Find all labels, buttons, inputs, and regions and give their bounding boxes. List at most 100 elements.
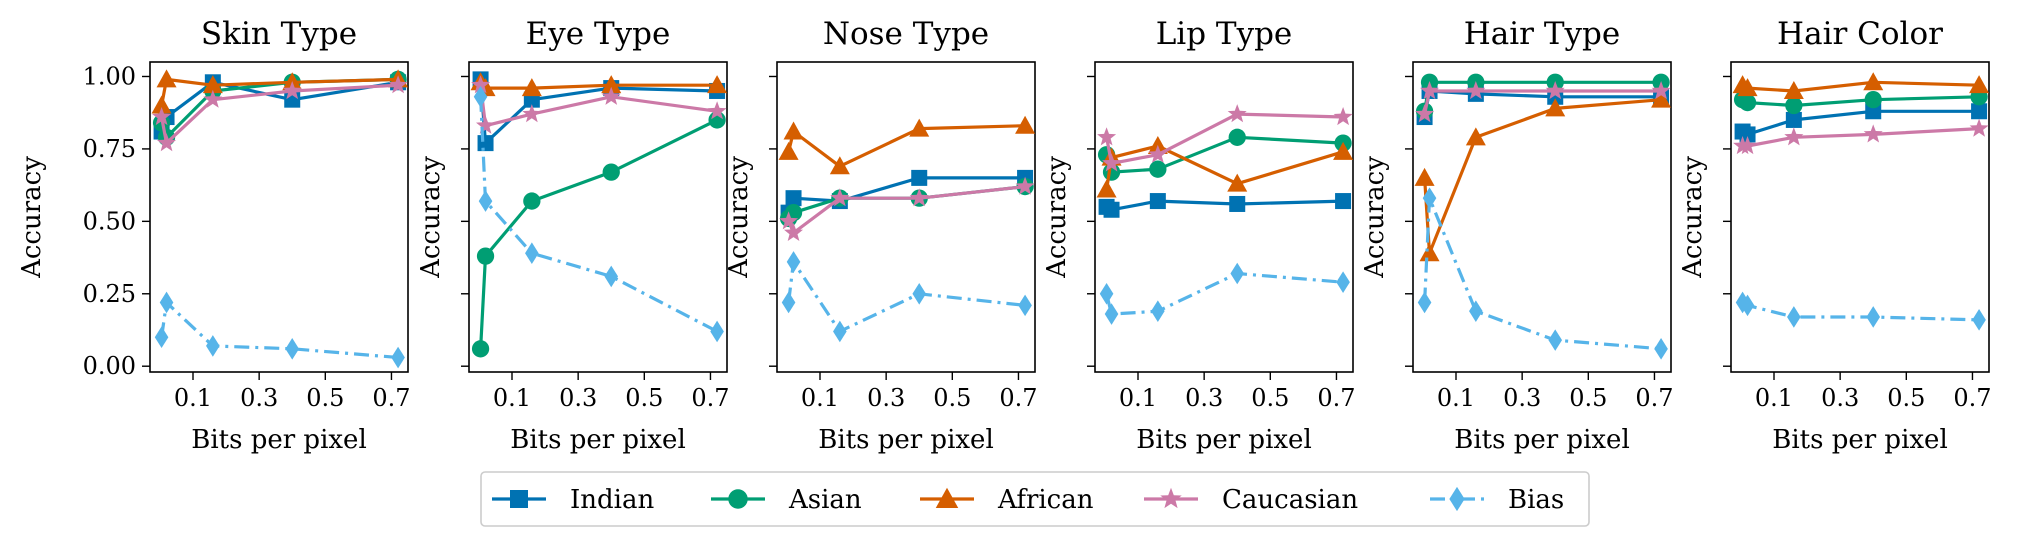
x-tick-label: 0.7 bbox=[691, 384, 729, 412]
x-tick-label: 0.1 bbox=[1755, 384, 1793, 412]
data-point bbox=[909, 188, 929, 207]
legend-label: Asian bbox=[788, 485, 862, 515]
data-point bbox=[1151, 300, 1165, 322]
data-point bbox=[1787, 306, 1801, 328]
data-point bbox=[783, 121, 804, 140]
data-point bbox=[522, 104, 542, 123]
x-tick-label: 0.3 bbox=[559, 384, 597, 412]
series-indian bbox=[1416, 82, 1670, 126]
legend-marker bbox=[935, 487, 959, 508]
data-point bbox=[1422, 187, 1437, 209]
data-point bbox=[778, 141, 799, 160]
data-point bbox=[1548, 329, 1563, 351]
data-point bbox=[1230, 262, 1245, 285]
legend-label: Bias bbox=[1508, 485, 1564, 515]
y-tick-label: 0.25 bbox=[83, 280, 136, 308]
data-point bbox=[602, 163, 620, 181]
series-line bbox=[1105, 271, 1344, 316]
series-african bbox=[1096, 136, 1354, 198]
x-tick-label: 0.3 bbox=[1503, 384, 1541, 412]
data-point bbox=[1739, 126, 1756, 143]
series-line bbox=[1741, 301, 1980, 322]
legend: Indian Asian African Caucasian Bias bbox=[480, 471, 1590, 527]
data-point bbox=[1417, 291, 1432, 314]
series-african bbox=[778, 115, 1036, 175]
data-point bbox=[786, 251, 801, 273]
x-tick-label: 0.7 bbox=[1953, 384, 1991, 412]
legend-label: Indian bbox=[570, 485, 654, 515]
series-line bbox=[787, 260, 1026, 333]
data-point bbox=[601, 86, 621, 105]
series-bias bbox=[154, 291, 405, 369]
series-asian bbox=[471, 111, 726, 358]
x-tick-label: 0.7 bbox=[1635, 384, 1673, 412]
y-tick-label: 0.00 bbox=[83, 352, 136, 380]
data-point bbox=[1785, 96, 1803, 115]
panel-title: Lip Type bbox=[1156, 16, 1293, 52]
data-point bbox=[1785, 111, 1802, 128]
data-point bbox=[1415, 104, 1435, 123]
series-indian bbox=[472, 71, 726, 152]
data-point bbox=[477, 135, 494, 152]
data-point bbox=[1783, 80, 1804, 99]
panel-skin-type: Skin Type 0.1 0.3 0.5 0.7 0.00 0.25 0.50 0.75 1.0… bbox=[17, 16, 411, 455]
series-line bbox=[479, 81, 718, 90]
data-point bbox=[152, 107, 172, 126]
data-point bbox=[1229, 195, 1246, 212]
data-point bbox=[476, 115, 495, 134]
data-point bbox=[1018, 294, 1032, 317]
y-axis-label: Accuracy bbox=[724, 156, 754, 279]
data-point bbox=[1738, 93, 1757, 112]
data-point bbox=[1333, 141, 1354, 160]
data-point bbox=[1863, 72, 1884, 91]
axes-frame bbox=[1412, 61, 1672, 373]
series-line bbox=[1105, 112, 1344, 165]
y-axis-label: Accuracy bbox=[17, 156, 47, 279]
data-point bbox=[1969, 118, 1989, 137]
panels: Skin Type 0.1 0.3 0.5 0.7 0.00 0.25 0.50 0.75 1.0… bbox=[17, 16, 1992, 455]
x-tick-label: 0.1 bbox=[1119, 384, 1157, 412]
data-point bbox=[206, 335, 220, 357]
data-point bbox=[1651, 89, 1672, 108]
data-point bbox=[156, 69, 177, 88]
series-line bbox=[1105, 135, 1344, 174]
axes-frame bbox=[468, 61, 728, 373]
series-line bbox=[1741, 80, 1980, 93]
series-bias bbox=[1099, 262, 1350, 325]
x-axis-label: Bits per pixel bbox=[510, 425, 686, 455]
data-point bbox=[1469, 300, 1483, 322]
series-line bbox=[1105, 144, 1344, 190]
data-point bbox=[710, 320, 724, 343]
series-line bbox=[787, 124, 1026, 168]
x-axis-label: Bits per pixel bbox=[191, 425, 367, 455]
data-point bbox=[1864, 91, 1882, 109]
series-asian bbox=[779, 177, 1034, 228]
data-point bbox=[707, 101, 727, 120]
panel-title: Skin Type bbox=[201, 16, 357, 52]
series-line bbox=[1742, 127, 1980, 148]
series-indian bbox=[1734, 103, 1988, 143]
x-tick-label: 0.7 bbox=[372, 384, 410, 412]
legend-marker bbox=[728, 489, 748, 509]
x-axis-label: Bits per pixel bbox=[1454, 425, 1630, 455]
data-point bbox=[471, 340, 490, 358]
data-point bbox=[1015, 176, 1035, 195]
data-point bbox=[391, 346, 405, 369]
x-tick-label: 0.3 bbox=[867, 384, 905, 412]
x-tick-label: 0.5 bbox=[625, 384, 663, 412]
series-bias bbox=[1417, 187, 1668, 360]
data-point bbox=[1737, 78, 1758, 97]
data-point bbox=[1866, 306, 1881, 328]
axes-frame bbox=[1730, 61, 1990, 373]
x-axis-label: Bits per pixel bbox=[1136, 425, 1312, 455]
y-axis-label: Accuracy bbox=[1042, 156, 1072, 279]
x-tick-label: 0.3 bbox=[240, 384, 278, 412]
data-point bbox=[1740, 294, 1755, 317]
legend-entry-indian: Indian bbox=[492, 485, 654, 515]
series-caucasian bbox=[1097, 104, 1353, 172]
data-point bbox=[1465, 127, 1486, 146]
data-point bbox=[1227, 104, 1247, 123]
data-point bbox=[912, 282, 927, 305]
data-point bbox=[833, 320, 847, 343]
